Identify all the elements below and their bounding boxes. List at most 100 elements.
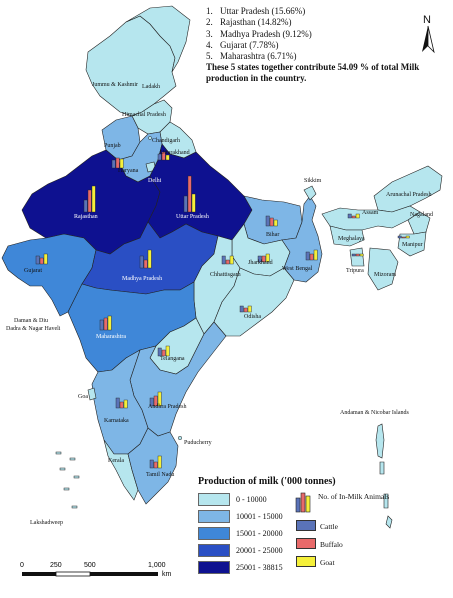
- legend-symbol-title: No. of In-Milk Animals: [318, 492, 390, 501]
- top-states-note: These 5 states together contribute 54.09…: [206, 62, 420, 84]
- animal-bar: [115, 397, 120, 409]
- label-west-bengal: West Bengal: [282, 266, 313, 272]
- region-meghalaya: [329, 225, 365, 247]
- region-odisha: [213, 267, 295, 337]
- animal-bar: [229, 255, 234, 265]
- legend-class-4: 20001 - 25000: [198, 543, 283, 558]
- label-puducherry: Puducherry: [184, 440, 212, 446]
- animal-bar: [143, 259, 148, 269]
- legend-swatch: [198, 493, 230, 506]
- top-state-item: 2. Rajasthan (14.82%): [206, 17, 292, 28]
- legend-class-1: 0 - 10000: [198, 492, 267, 507]
- animal-bar: [355, 213, 360, 219]
- label-uttar-pradesh: Uttar Pradesh: [176, 214, 209, 220]
- animal-bar: [221, 255, 226, 265]
- region-arunachal: [373, 165, 443, 213]
- region-mizoram: [367, 247, 399, 291]
- region-puducherry: [177, 435, 183, 441]
- label-haryana: Haryana: [118, 168, 139, 174]
- animal-bar: [103, 317, 108, 331]
- animal-bar: [39, 257, 44, 265]
- animal-bar: [161, 349, 166, 357]
- legend-goat-label: Goat: [320, 558, 335, 567]
- label-arunachal: Arunachal Pradesh: [386, 192, 431, 198]
- legend-swatch: [198, 527, 230, 540]
- animal-bar-symbols: [35, 151, 410, 469]
- animal-bar: [305, 251, 310, 261]
- label-andaman-nicobar: Andaman & Nicobar Islands: [340, 410, 409, 416]
- label-tripura: Tripura: [346, 268, 364, 274]
- legend-title: Production of milk ('000 tonnes): [198, 476, 336, 487]
- animal-bar: [351, 253, 356, 257]
- scale-bar-graphic: [22, 571, 158, 577]
- region-nagaland: [407, 211, 431, 235]
- top-state-item: 5. Maharashtra (6.71%): [206, 51, 297, 62]
- animal-bar: [187, 175, 192, 213]
- label-uttarakhand: Uttarakhand: [160, 150, 190, 156]
- scale-tick: 0: [20, 562, 24, 569]
- north-arrow-icon: N: [418, 12, 438, 56]
- legend-buffalo-swatch: [296, 538, 316, 549]
- label-jammu-kashmir: Jummu & Kashmir: [92, 82, 138, 88]
- animal-bar: [107, 315, 112, 331]
- legend-swatch: [198, 544, 230, 557]
- legend: Production of milk ('000 tonnes) 0 - 100…: [198, 476, 448, 586]
- animal-bar: [355, 253, 360, 257]
- animal-bar: [43, 253, 48, 265]
- label-ladakh: Ladakh: [142, 84, 160, 90]
- label-chhattisgarh: Chhattisgarh: [210, 272, 241, 278]
- label-tamil-nadu: Tamil Nadu: [146, 472, 174, 478]
- animal-bar: [405, 235, 410, 239]
- animal-bar: [153, 395, 158, 407]
- andaman-islands: [375, 423, 393, 529]
- label-goa: Goa: [78, 394, 88, 400]
- scale-unit: km: [162, 571, 172, 578]
- animal-bar: [149, 459, 154, 469]
- label-gujarat: Gujarat: [24, 268, 42, 274]
- animal-bar: [111, 159, 116, 169]
- animal-bar: [239, 305, 244, 313]
- legend-buffalo-label: Buffalo: [320, 540, 343, 549]
- legend-swatch: [198, 561, 230, 574]
- top-state-item: 1. Uttar Pradesh (15.66%): [206, 6, 306, 16]
- scale-bar: 0 250 500 1,000 km: [20, 562, 180, 588]
- label-chandigarh: Chandigarh: [152, 138, 180, 144]
- animal-bar: [153, 461, 158, 469]
- animal-bar: [99, 319, 104, 331]
- label-manipur: Manipur: [402, 242, 423, 248]
- animal-bar: [157, 347, 162, 357]
- animal-bar: [87, 189, 92, 213]
- label-bihar: Bihar: [266, 232, 279, 238]
- legend-class-5: 25001 - 38815: [198, 560, 283, 575]
- legend-swatch: [198, 510, 230, 523]
- animal-bar: [139, 255, 144, 269]
- animal-bar: [183, 195, 188, 213]
- top-states-list: 1. Uttar Pradesh (15.66%) 2. Rajasthan (14…: [206, 6, 446, 84]
- region-kerala: [103, 439, 139, 501]
- animal-bar: [123, 399, 128, 409]
- animal-bar: [269, 217, 274, 227]
- label-odisha: Odisha: [244, 314, 261, 320]
- animal-bar: [165, 345, 170, 357]
- region-himachal: [131, 99, 173, 135]
- north-label: N: [423, 14, 431, 26]
- region-ladakh: [125, 5, 191, 73]
- label-meghalaya: Meghalaya: [338, 236, 365, 242]
- region-goa: [87, 387, 97, 401]
- animal-bar: [157, 391, 162, 407]
- label-madhya-pradesh: Madhya Pradesh: [122, 276, 162, 282]
- animal-bar: [115, 157, 120, 169]
- region-tripura: [349, 247, 365, 267]
- label-telangana: Telangana: [160, 356, 185, 362]
- label-himachal: Himachal Pradesh: [122, 112, 166, 118]
- scale-tick: 500: [84, 562, 96, 569]
- lakshadweep-islands: [55, 451, 80, 509]
- animal-bar: [313, 249, 318, 261]
- top-state-item: 3. Madhya Pradesh (9.12%): [206, 28, 312, 39]
- label-punjab: Punjab: [104, 143, 121, 149]
- animal-bar: [243, 307, 248, 313]
- label-kerala: Kerala: [108, 458, 124, 464]
- legend-goat-swatch: [296, 556, 316, 567]
- legend-cattle-swatch: [296, 520, 316, 531]
